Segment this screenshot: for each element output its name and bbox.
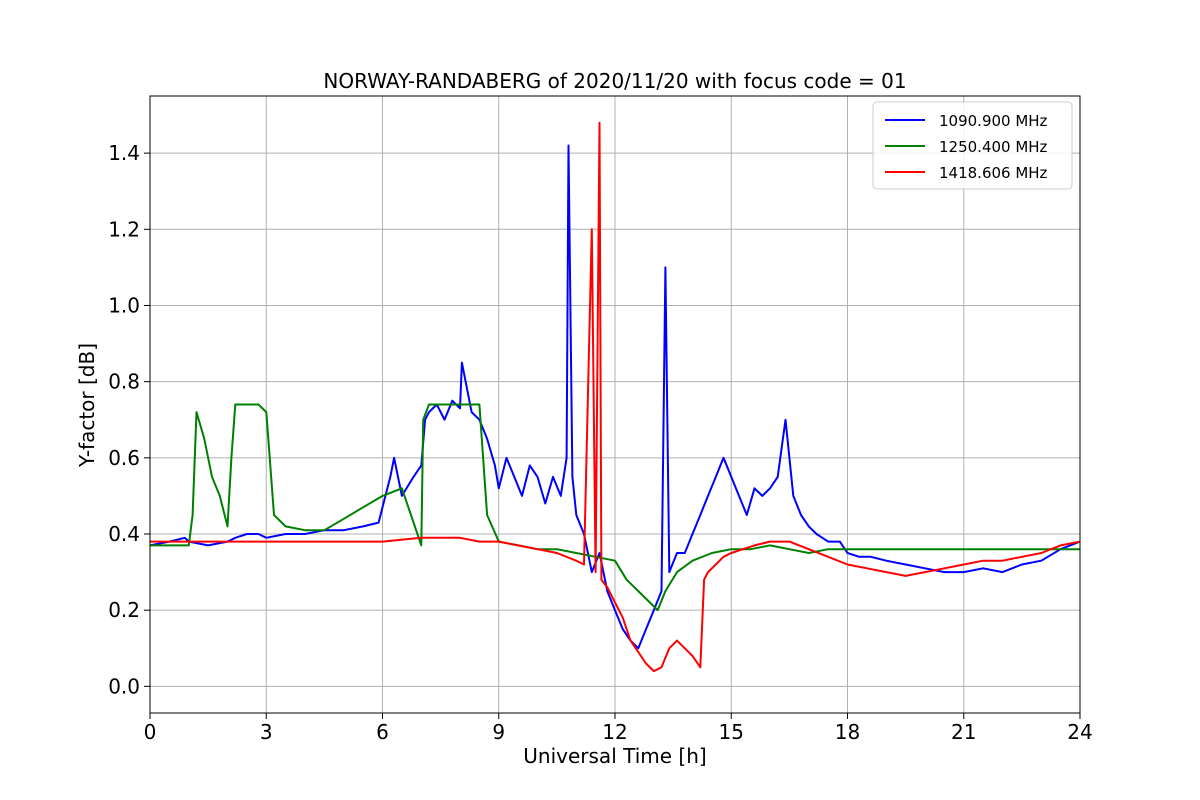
plot-lines [149, 121, 1081, 673]
x-axis-label: Universal Time [h] [523, 744, 706, 768]
y-tick-label: 0.0 [108, 674, 140, 698]
x-tick-label: 0 [144, 720, 157, 744]
y-tick-label: 1.4 [108, 141, 140, 165]
x-axis: 0 3 6 9 12 15 18 21 24 [144, 713, 1093, 744]
x-tick-label: 3 [260, 720, 273, 744]
series-1250-400-line [150, 403, 1080, 612]
series-1090-900-line [149, 144, 1081, 650]
legend-label-series-1418-606: 1418.606 MHz [939, 164, 1048, 182]
series-1418-606-line [150, 121, 1081, 673]
y-tick-label: 0.6 [108, 446, 140, 470]
legend-label-series-1250-400: 1250.400 MHz [939, 138, 1048, 156]
x-tick-label: 21 [951, 720, 976, 744]
y-tick-label: 1.2 [108, 217, 140, 241]
y-tick-label: 0.4 [108, 522, 140, 546]
y-axis: 0.0 0.2 0.4 0.6 0.8 1.0 1.2 1.4 [108, 141, 150, 698]
legend-label-series-1090-900: 1090.900 MHz [939, 112, 1048, 130]
y-axis-label: Y-factor [dB] [75, 343, 99, 468]
x-tick-label: 15 [719, 720, 744, 744]
y-tick-label: 0.8 [108, 370, 140, 394]
x-tick-label: 18 [835, 720, 860, 744]
x-tick-label: 24 [1067, 720, 1092, 744]
x-tick-label: 9 [492, 720, 505, 744]
y-tick-label: 1.0 [108, 293, 140, 317]
legend-box [872, 101, 1073, 190]
x-tick-label: 6 [376, 720, 389, 744]
x-tick-label: 12 [602, 720, 627, 744]
y-tick-label: 0.2 [108, 598, 140, 622]
chart-title: NORWAY-RANDABERG of 2020/11/20 with focu… [323, 69, 906, 93]
legend: 1090.900 MHz 1250.400 MHz 1418.606 MHz [872, 101, 1073, 190]
